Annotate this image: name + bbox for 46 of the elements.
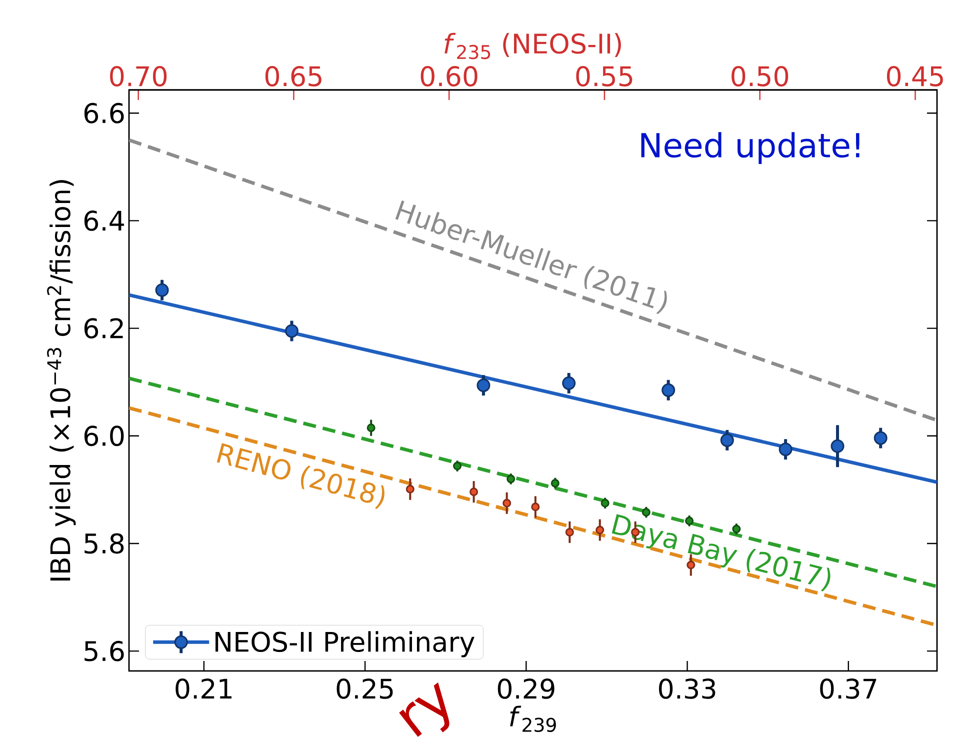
x2-tick-label: 0.60 [420, 66, 478, 86]
point [778, 442, 792, 456]
y-axis-title: IBD yield (×10$^{−43}$ cm$^{2}$/fission) [47, 180, 76, 580]
x2-tick-label: 0.45 [886, 66, 943, 86]
point [476, 378, 490, 392]
point [685, 516, 694, 526]
point [406, 484, 414, 494]
x-tick-label: 0.25 [336, 678, 393, 699]
x-tick-label: 0.29 [498, 678, 554, 699]
point [453, 462, 462, 470]
point [874, 431, 888, 445]
point [155, 283, 169, 297]
x-tick-label: 0.21 [176, 678, 232, 699]
x2-tick-label: 0.55 [576, 66, 632, 86]
y-tick-label: 5.6 [84, 640, 124, 662]
point [830, 439, 844, 453]
legend-label: NEOS-II Preliminary [216, 631, 474, 658]
y-tick-label: 5.8 [84, 533, 124, 554]
point [550, 478, 560, 488]
point [662, 383, 676, 397]
text: ry [399, 682, 450, 737]
y-tick-label: 6.2 [84, 318, 123, 339]
point [596, 526, 604, 534]
point [600, 498, 610, 508]
y-tick-label: 6.4 [84, 210, 124, 231]
point [562, 376, 576, 390]
x2-axis-title: f$_{235}$ (NEOS-II) [444, 32, 621, 60]
point [470, 488, 478, 496]
point [366, 424, 376, 432]
y-tick-label: 6.0 [84, 426, 124, 446]
text: RENO (2018) [216, 443, 384, 509]
x2-tick-label: 0.70 [110, 66, 167, 86]
x-axis-title: f$_{239}$ [510, 706, 556, 732]
x-tick-label: 0.37 [820, 678, 876, 699]
x-tick-label: 0.33 [659, 678, 716, 699]
point [720, 433, 734, 447]
annotation: Need update! [641, 132, 860, 164]
point [506, 474, 516, 484]
point [565, 528, 574, 536]
point [732, 524, 741, 534]
y-tick-label: 6.6 [84, 102, 124, 124]
point [284, 324, 298, 338]
point [531, 502, 540, 512]
x2-tick-label: 0.65 [265, 66, 322, 86]
x2-tick-label: 0.50 [732, 66, 788, 86]
point [502, 498, 512, 508]
